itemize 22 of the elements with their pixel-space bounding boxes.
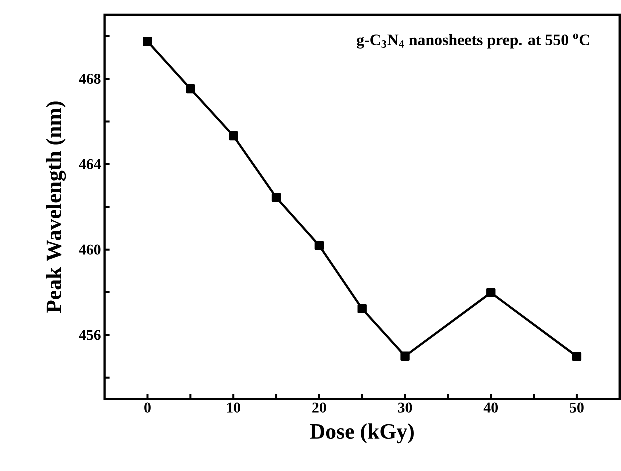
x-tick-label: 20: [312, 402, 326, 413]
point: [272, 193, 282, 202]
point: [186, 84, 196, 94]
y-axis-title: Peak Wavelength (nm): [46, 102, 66, 314]
text: g-C$_{3}$N$_{4}$ nanosheets prep. at 550 $^{o}$C: [357, 34, 590, 49]
x-tick-label: 0: [144, 402, 151, 413]
x-tick-label: 10: [227, 402, 240, 413]
point: [314, 241, 324, 250]
y-tick-label: 468: [79, 74, 101, 84]
y-tick-label: 456: [79, 330, 101, 340]
x-tick-label: 50: [570, 402, 584, 413]
point: [400, 352, 410, 361]
x-axis-title: Dose (kGy): [310, 424, 414, 444]
y-tick-label: 460: [79, 244, 101, 255]
point: [486, 288, 496, 298]
point: [143, 36, 152, 46]
x-tick-label: 30: [398, 402, 412, 413]
point: [572, 352, 582, 362]
x-tick-label: 40: [484, 402, 498, 413]
point: [228, 131, 238, 141]
y-tick-label: 464: [79, 159, 102, 170]
point: [358, 304, 367, 314]
